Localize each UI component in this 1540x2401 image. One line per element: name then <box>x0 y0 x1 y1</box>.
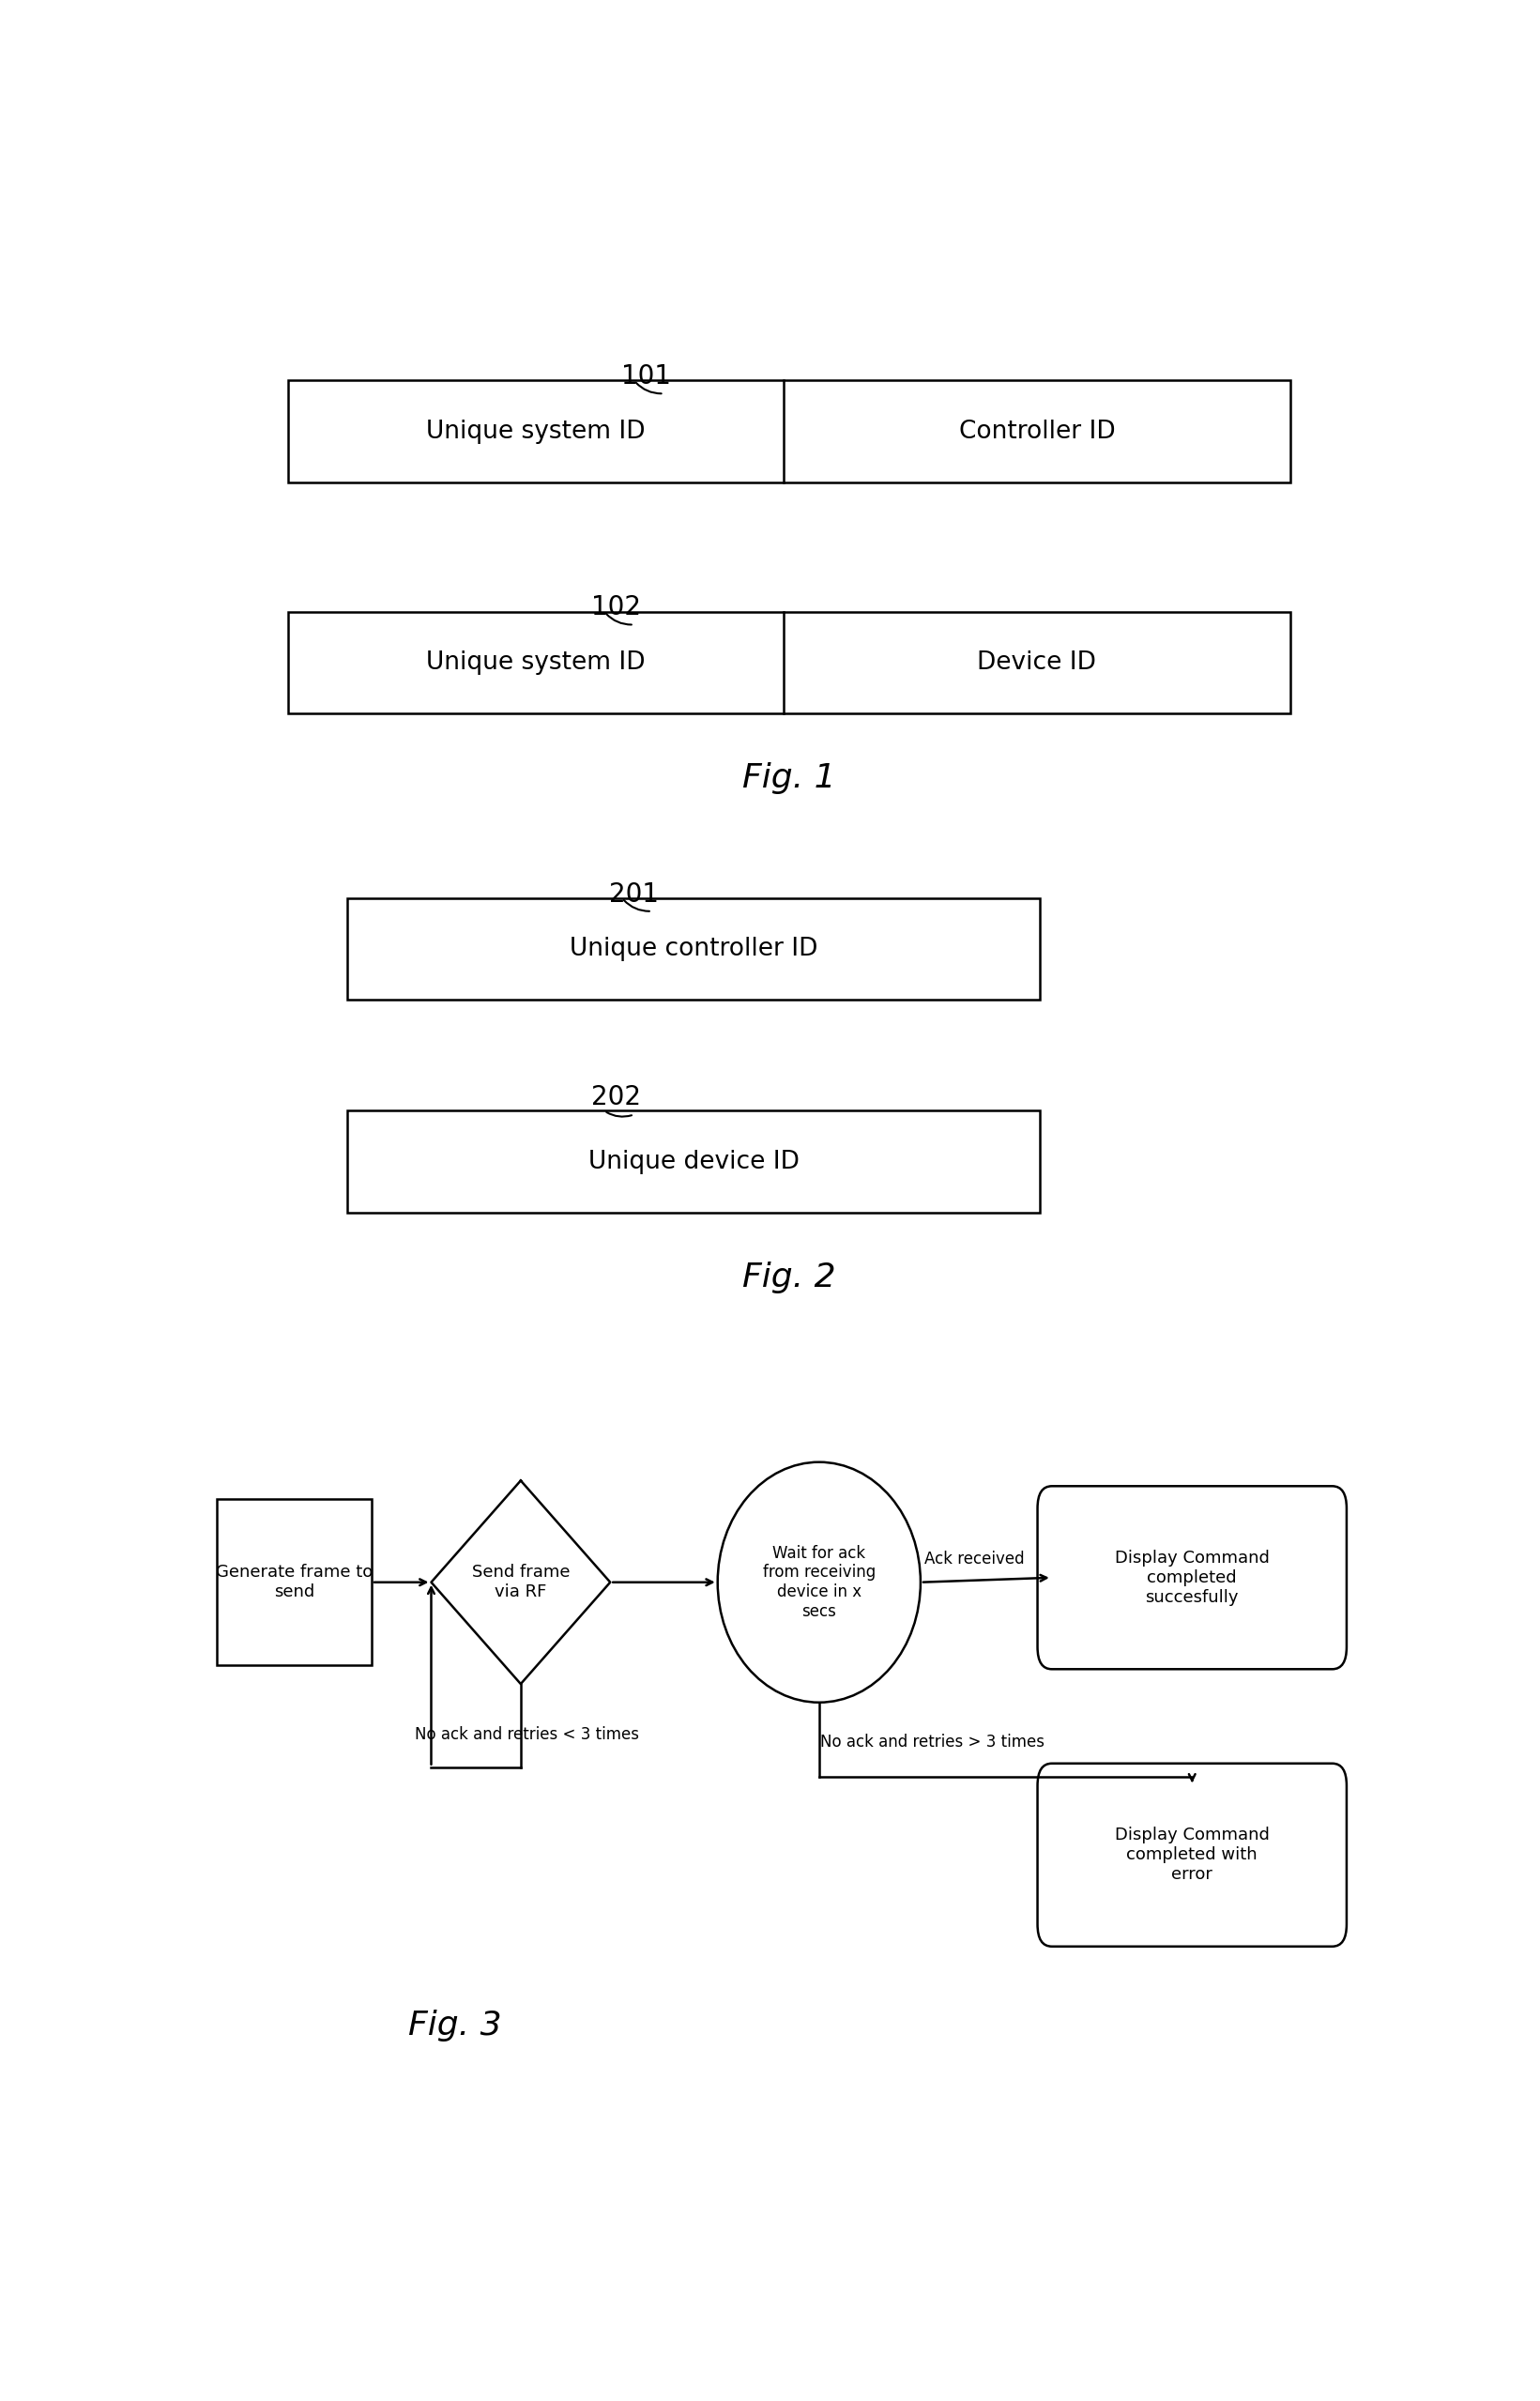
Text: Ack received: Ack received <box>924 1551 1024 1568</box>
Text: Controller ID: Controller ID <box>959 420 1115 444</box>
Bar <box>348 898 1040 999</box>
Text: Display Command
completed
succesfully: Display Command completed succesfully <box>1115 1549 1269 1606</box>
Text: Display Command
completed with
error: Display Command completed with error <box>1115 1827 1269 1882</box>
Bar <box>288 379 1291 483</box>
Text: Fig. 1: Fig. 1 <box>742 761 836 795</box>
Text: Send frame
via RF: Send frame via RF <box>471 1563 570 1601</box>
Text: 202: 202 <box>591 1085 641 1112</box>
Text: Wait for ack
from receiving
device in x
secs: Wait for ack from receiving device in x … <box>762 1544 876 1621</box>
Text: Generate frame to
send: Generate frame to send <box>216 1563 373 1601</box>
Bar <box>288 612 1291 713</box>
Text: Unique controller ID: Unique controller ID <box>570 936 818 960</box>
Text: Unique system ID: Unique system ID <box>427 651 645 675</box>
Text: 101: 101 <box>621 363 671 389</box>
Text: Fig. 2: Fig. 2 <box>742 1261 836 1294</box>
Text: 102: 102 <box>591 595 641 622</box>
Text: No ack and retries > 3 times: No ack and retries > 3 times <box>821 1734 1044 1750</box>
Bar <box>348 1112 1040 1213</box>
Bar <box>216 1498 371 1666</box>
Text: Unique device ID: Unique device ID <box>588 1150 799 1174</box>
Text: Device ID: Device ID <box>978 651 1096 675</box>
Text: Fig. 3: Fig. 3 <box>408 2010 502 2041</box>
Text: Unique system ID: Unique system ID <box>427 420 645 444</box>
Text: 201: 201 <box>610 881 659 908</box>
Text: No ack and retries < 3 times: No ack and retries < 3 times <box>414 1726 639 1743</box>
